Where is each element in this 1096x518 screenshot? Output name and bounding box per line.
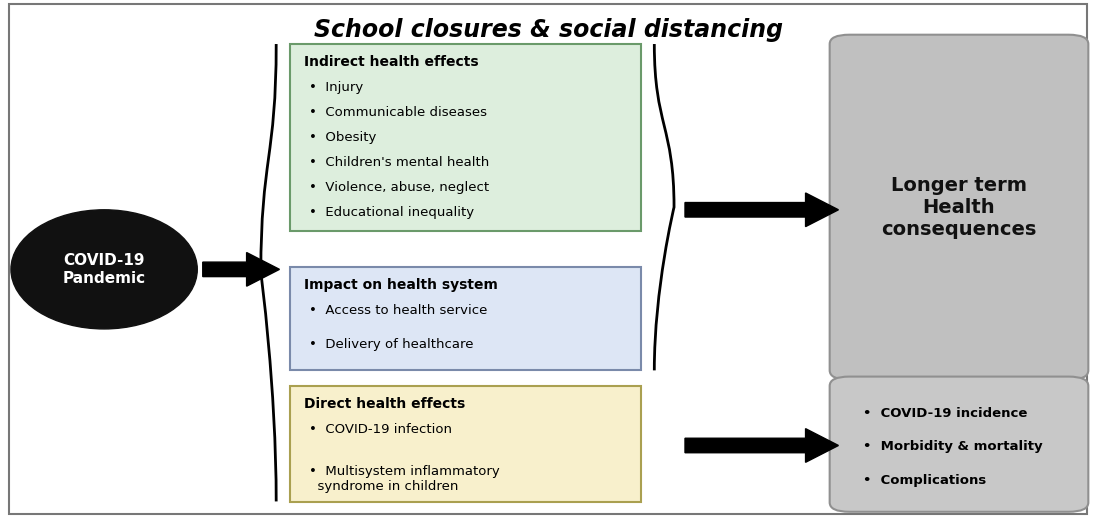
Text: •  Complications: • Complications: [863, 474, 985, 487]
Text: •  Communicable diseases: • Communicable diseases: [309, 106, 487, 119]
FancyBboxPatch shape: [290, 386, 641, 502]
Text: Longer term
Health
consequences: Longer term Health consequences: [881, 176, 1037, 239]
FancyArrow shape: [685, 193, 838, 227]
Text: School closures & social distancing: School closures & social distancing: [313, 18, 783, 42]
Text: Impact on health system: Impact on health system: [304, 278, 498, 292]
FancyBboxPatch shape: [290, 44, 641, 231]
Text: •  Injury: • Injury: [309, 81, 363, 94]
FancyBboxPatch shape: [830, 35, 1088, 380]
Text: •  Educational inequality: • Educational inequality: [309, 206, 475, 219]
Text: •  COVID-19 infection: • COVID-19 infection: [309, 423, 452, 436]
Text: •  Violence, abuse, neglect: • Violence, abuse, neglect: [309, 181, 489, 194]
Text: •  Morbidity & mortality: • Morbidity & mortality: [863, 440, 1042, 453]
Text: •  Obesity: • Obesity: [309, 131, 376, 144]
Text: COVID-19
Pandemic: COVID-19 Pandemic: [62, 253, 146, 285]
Text: •  COVID-19 incidence: • COVID-19 incidence: [863, 407, 1027, 420]
FancyArrow shape: [203, 253, 279, 286]
Text: •  Multisystem inflammatory
  syndrome in children: • Multisystem inflammatory syndrome in c…: [309, 465, 500, 493]
FancyBboxPatch shape: [290, 267, 641, 370]
Text: Direct health effects: Direct health effects: [304, 397, 465, 411]
Text: •  Children's mental health: • Children's mental health: [309, 156, 489, 169]
Text: Indirect health effects: Indirect health effects: [304, 55, 478, 69]
Text: •  Access to health service: • Access to health service: [309, 304, 488, 317]
FancyArrow shape: [685, 429, 838, 462]
Text: •  Delivery of healthcare: • Delivery of healthcare: [309, 338, 473, 351]
FancyBboxPatch shape: [830, 377, 1088, 512]
Ellipse shape: [11, 210, 197, 329]
